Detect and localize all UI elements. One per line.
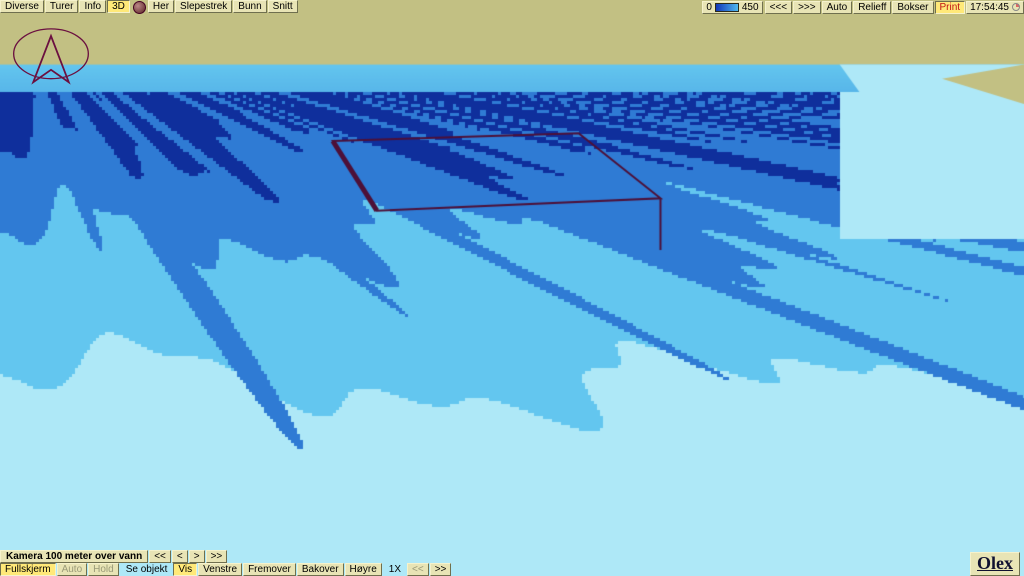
menu-info[interactable]: Info	[79, 0, 106, 13]
menu-slepestrek[interactable]: Slepestrek	[175, 0, 232, 13]
camera-bar: Kamera 100 meter over vann <<<>>>	[0, 550, 228, 563]
menu-her[interactable]: Her	[148, 0, 174, 13]
camera-step-button[interactable]: >>	[206, 550, 228, 563]
nav-venstre[interactable]: Venstre	[198, 563, 242, 576]
see-object-label: Se objekt	[120, 563, 174, 576]
record-icon[interactable]	[133, 1, 146, 14]
vis-button[interactable]: Vis	[173, 563, 197, 576]
nav-fremover[interactable]: Fremover	[243, 563, 296, 576]
menu-turer[interactable]: Turer	[45, 0, 79, 13]
menu-relieff[interactable]: Relieff	[853, 1, 891, 14]
depth-min: 0	[706, 2, 712, 13]
clock: 17:54:45	[966, 1, 1024, 14]
clock-icon	[1012, 3, 1020, 11]
nav-hold[interactable]: Hold	[88, 563, 119, 576]
menu-[interactable]: <<<	[765, 1, 793, 14]
fullscreen-button[interactable]: Fullskjerm	[0, 563, 56, 576]
camera-status-label: Kamera 100 meter over vann	[0, 550, 148, 563]
speed-label: 1X	[383, 563, 407, 576]
nav-høyre[interactable]: Høyre	[345, 563, 382, 576]
menu-print[interactable]: Print	[935, 1, 966, 14]
app-logo: Olex	[970, 552, 1020, 576]
speed-button[interactable]: <<	[407, 563, 429, 576]
menu-bunn[interactable]: Bunn	[233, 0, 266, 13]
menu-snitt[interactable]: Snitt	[268, 0, 298, 13]
menu-auto[interactable]: Auto	[822, 1, 853, 14]
top-menu-left: DiverseTurerInfo3D HerSlepestrekBunnSnitt	[0, 0, 299, 14]
menu-3d[interactable]: 3D	[107, 0, 130, 13]
menu-bokser[interactable]: Bokser	[892, 1, 933, 14]
camera-step-button[interactable]: <<	[149, 550, 171, 563]
top-menu-right: 0 450 <<<>>>AutoRelieffBokserPrint 17:54…	[702, 0, 1024, 14]
nav-auto[interactable]: Auto	[57, 563, 88, 576]
clock-time: 17:54:45	[970, 2, 1009, 13]
camera-step-button[interactable]: <	[172, 550, 188, 563]
speed-button[interactable]: >>	[430, 563, 452, 576]
menu-diverse[interactable]: Diverse	[0, 0, 44, 13]
camera-step-button[interactable]: >	[189, 550, 205, 563]
nav-bakover[interactable]: Bakover	[297, 563, 344, 576]
depth-gradient-icon	[715, 3, 739, 12]
menu-[interactable]: >>>	[793, 1, 821, 14]
nav-bar: FullskjermAutoHoldSe objektVisVenstreFre…	[0, 563, 452, 576]
depth-scale: 0 450	[702, 1, 762, 14]
terrain-3d-viewport[interactable]	[0, 14, 1024, 576]
depth-max: 450	[742, 2, 759, 13]
